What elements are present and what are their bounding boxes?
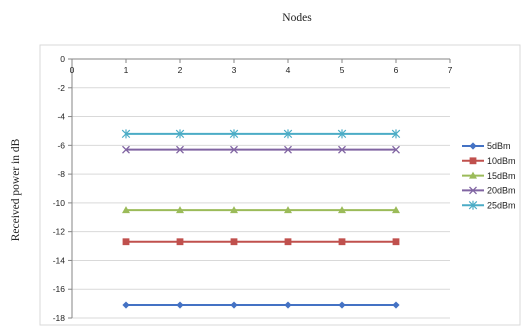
- y-tick-label: -14: [53, 255, 66, 265]
- legend-label: 25dBm: [487, 200, 516, 210]
- data-point: [230, 145, 238, 154]
- data-point: [176, 145, 184, 154]
- x-tick-label: 1: [124, 65, 129, 75]
- y-tick-label: -4: [57, 112, 65, 122]
- legend-item: 15dBm: [462, 171, 516, 181]
- axes: 0 -2 -4 -6 -8 -10 -12 -14 -16 -18 0 1 2 3 4 5 6 7: [53, 54, 453, 323]
- y-tick-label: -2: [57, 83, 65, 93]
- x-tick-label: 2: [178, 65, 183, 75]
- chart-area-border: [39, 44, 521, 326]
- data-point: [392, 145, 400, 154]
- gridlines: [72, 87, 450, 319]
- legend-item: 5dBm: [462, 141, 511, 151]
- data-point: [337, 129, 347, 139]
- data-point: [176, 206, 184, 214]
- data-point: [392, 301, 400, 309]
- data-point: [284, 238, 292, 246]
- data-point: [392, 206, 400, 214]
- x-axis-title: Nodes: [282, 12, 312, 24]
- series-5dBm: [122, 301, 400, 309]
- data-point: [230, 206, 238, 214]
- legend-label: 5dBm: [487, 141, 511, 151]
- data-point: [392, 238, 400, 246]
- x-tick-label: 4: [286, 65, 291, 75]
- x-tick-label: 3: [232, 65, 237, 75]
- y-tick-label: -6: [57, 140, 65, 150]
- data-point: [122, 206, 130, 214]
- data-point: [284, 145, 292, 154]
- y-axis-title: Received power in dB: [10, 138, 22, 241]
- y-tick-label: -18: [53, 313, 66, 323]
- legend: 5dBm 10dBm 15dBm 20dBm 25dBm: [462, 141, 516, 210]
- data-point: [391, 129, 401, 139]
- legend-marker: [469, 171, 477, 179]
- series-20dBm: [122, 145, 400, 154]
- data-point: [338, 238, 346, 246]
- data-point: [230, 238, 238, 246]
- x-tick-label: 6: [394, 65, 399, 75]
- y-tick-label: -10: [53, 198, 66, 208]
- series-15dBm: [122, 206, 400, 214]
- data-point: [175, 129, 185, 139]
- x-tick-label: 0: [70, 65, 75, 75]
- legend-marker: [469, 157, 477, 165]
- legend-marker: [469, 142, 477, 150]
- data-point: [338, 145, 346, 154]
- data-point: [122, 301, 130, 309]
- data-point: [229, 129, 239, 139]
- data-point: [338, 206, 346, 214]
- legend-item: 10dBm: [462, 156, 516, 166]
- data-point: [122, 238, 130, 246]
- series-25dBm: [121, 129, 401, 139]
- x-tick-label: 5: [340, 65, 345, 75]
- legend-marker: [468, 200, 478, 210]
- data-point: [284, 301, 292, 309]
- legend-item: 20dBm: [462, 186, 516, 196]
- data-point: [176, 238, 184, 246]
- legend-label: 20dBm: [487, 186, 516, 196]
- legend-marker: [469, 186, 477, 195]
- data-point: [338, 301, 346, 309]
- legend-item: 25dBm: [462, 200, 516, 210]
- y-tick-label: 0: [60, 54, 65, 64]
- data-point: [230, 301, 238, 309]
- legend-label: 10dBm: [487, 156, 516, 166]
- legend-label: 15dBm: [487, 171, 516, 181]
- data-point: [121, 129, 131, 139]
- y-tick-label: -8: [57, 169, 65, 179]
- data-point: [283, 129, 293, 139]
- series-group: [121, 129, 401, 309]
- data-point: [176, 301, 184, 309]
- series-10dBm: [122, 238, 400, 246]
- y-tick-label: -16: [53, 284, 66, 294]
- x-tick-label: 7: [448, 65, 453, 75]
- data-point: [122, 145, 130, 154]
- data-point: [284, 206, 292, 214]
- y-tick-label: -12: [53, 227, 66, 237]
